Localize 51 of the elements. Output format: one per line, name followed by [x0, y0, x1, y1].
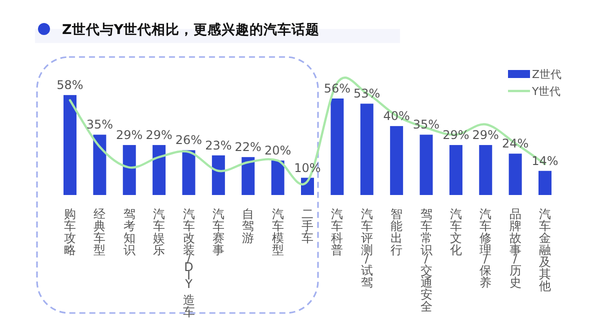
- x-tick-label: 汽车模型: [272, 207, 284, 257]
- category-label: 驾车常识/交通安全: [420, 207, 432, 314]
- data-label: 35%: [86, 118, 114, 132]
- x-tick-label: 二手车: [302, 207, 314, 245]
- bar: [360, 104, 374, 195]
- legend-label: Y世代: [531, 85, 561, 98]
- x-tick-label: 自驾游: [242, 207, 254, 245]
- bar: [508, 154, 522, 195]
- data-label: 20%: [264, 144, 292, 158]
- bar: [479, 145, 492, 195]
- bar: [182, 150, 196, 195]
- bar: [93, 134, 106, 195]
- data-label: 35%: [412, 118, 440, 132]
- data-label: 26%: [175, 133, 202, 148]
- bar: [420, 134, 433, 195]
- x-tick-label: 汽车评测/试驾: [360, 207, 373, 290]
- data-label: 23%: [205, 138, 232, 152]
- data-label: 10%: [294, 160, 321, 175]
- x-tick-label: 购车攻略: [64, 207, 76, 257]
- bar: [152, 145, 166, 195]
- x-tick-label: 汽车金融及其他: [539, 207, 551, 293]
- bar: [390, 126, 404, 195]
- x-tick-label: 汽车科普: [331, 207, 344, 257]
- bar: [449, 145, 462, 195]
- bar: [271, 160, 284, 195]
- data-label: 29%: [146, 128, 172, 142]
- data-label: 58%: [56, 78, 84, 92]
- x-tick-label: 汽车赛事: [212, 207, 224, 257]
- bar: [538, 170, 552, 195]
- chart-title: Z世代与Y世代相比，更感兴趣的汽车话题: [62, 21, 320, 38]
- bar: [64, 95, 76, 195]
- data-label: 14%: [532, 154, 558, 168]
- x-tick-label: 驾考知识: [123, 207, 136, 257]
- data-label: 29%: [116, 128, 143, 142]
- x-tick-label: 品牌故事/历史: [509, 207, 522, 290]
- legend-label: Z世代: [532, 68, 562, 81]
- data-label: 24%: [502, 136, 529, 151]
- data-label: 53%: [354, 86, 380, 101]
- x-tick-label: 智能出行: [390, 207, 403, 257]
- bar: [212, 155, 225, 195]
- x-tick-label: 汽车文化: [450, 207, 462, 257]
- data-label: 22%: [234, 140, 262, 154]
- bar: [122, 145, 136, 195]
- bar: [242, 157, 255, 195]
- data-label: 29%: [472, 128, 499, 142]
- x-tick-label: 汽车娱乐: [153, 207, 166, 257]
- data-label: 56%: [324, 82, 351, 96]
- bar: [330, 98, 344, 195]
- x-tick-label: 经典车型: [94, 207, 106, 257]
- data-label: 40%: [383, 109, 410, 124]
- data-label: 29%: [442, 128, 470, 142]
